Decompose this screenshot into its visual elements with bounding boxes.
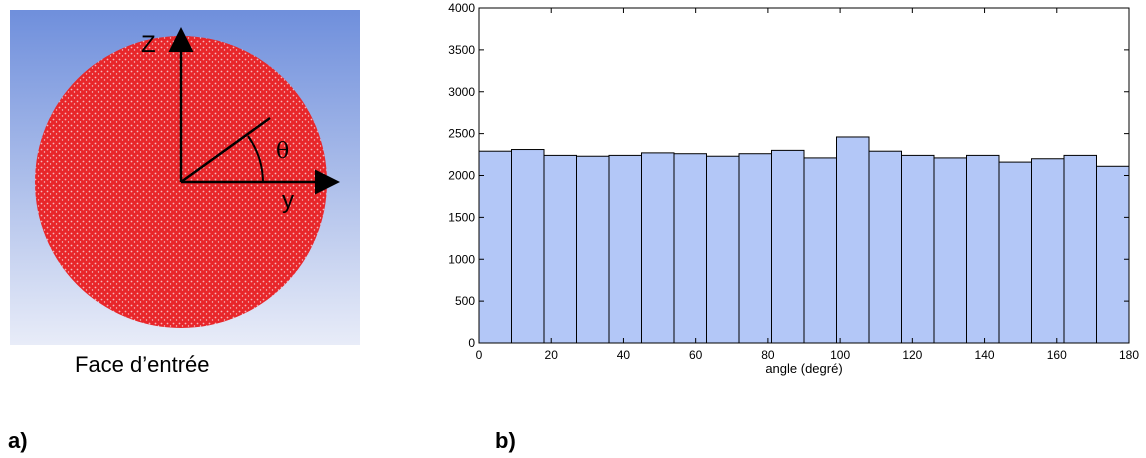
histogram-bar [966, 154, 1000, 344]
bars-group [478, 136, 1130, 344]
y-tick-label: 3000 [448, 85, 475, 99]
y-tick-label: 3500 [448, 43, 475, 57]
x-tick-label: 160 [1047, 348, 1067, 362]
inlet-face-figure: Z y θ [10, 10, 360, 345]
histogram-panel: 0 20 40 60 80 100 120 140 160 180 0 500 1000 1500 2000… [420, 0, 1140, 400]
x-tick-label: 0 [476, 348, 483, 362]
histogram-bar [706, 155, 740, 344]
histogram-bar [771, 149, 805, 344]
histogram-bar [511, 149, 545, 344]
histogram-bar [641, 152, 675, 344]
angle-ray [180, 116, 271, 184]
histogram-bar [608, 154, 642, 344]
histogram-bar [998, 161, 1032, 344]
x-tick-label: 40 [617, 348, 631, 362]
y-tick-label: 0 [468, 336, 475, 350]
histogram-bar [803, 157, 837, 344]
y-axis-label: y [282, 187, 294, 214]
inlet-face-caption: Face d’entrée [75, 352, 210, 377]
theta-label: θ [276, 139, 289, 164]
panel-a-label: a) [8, 428, 28, 453]
histogram-bar [933, 157, 967, 344]
histogram-bar [1031, 158, 1065, 344]
x-tick-label: 180 [1119, 348, 1139, 362]
x-tick-label: 60 [689, 348, 703, 362]
y-tick-label: 4000 [448, 1, 475, 15]
x-tick-label: 100 [830, 348, 850, 362]
histogram-bar [543, 154, 577, 344]
z-axis-label: Z [141, 31, 156, 58]
histogram-bar [738, 153, 772, 344]
histogram-bar [836, 136, 870, 344]
histogram-bar [901, 154, 935, 344]
histogram-bar [576, 155, 610, 344]
y-tick-label: 2500 [448, 127, 475, 141]
y-tick-label: 2000 [448, 169, 475, 183]
x-tick-label: 140 [975, 348, 995, 362]
panel-b-label: b) [495, 428, 516, 453]
histogram-bar [478, 150, 512, 344]
x-axis-label: angle (degré) [765, 361, 842, 376]
histogram-bar [868, 150, 902, 344]
y-tick-label: 500 [455, 294, 475, 308]
ticks-group: 0 20 40 60 80 100 120 140 160 180 0 500 1000 1500 2000… [448, 1, 1139, 362]
y-tick-label: 1000 [448, 252, 475, 266]
inlet-face-panel: Z y θ [10, 10, 360, 345]
angle-arc [247, 135, 264, 183]
x-tick-label: 20 [545, 348, 559, 362]
x-tick-label: 120 [902, 348, 922, 362]
y-tick-label: 1500 [448, 210, 475, 224]
x-tick-label: 80 [761, 348, 775, 362]
histogram-bar [1096, 165, 1130, 344]
histogram-bar [1063, 154, 1097, 344]
histogram-bar [673, 153, 707, 344]
angle-histogram: 0 20 40 60 80 100 120 140 160 180 0 500 1000 1500 2000… [448, 1, 1139, 376]
